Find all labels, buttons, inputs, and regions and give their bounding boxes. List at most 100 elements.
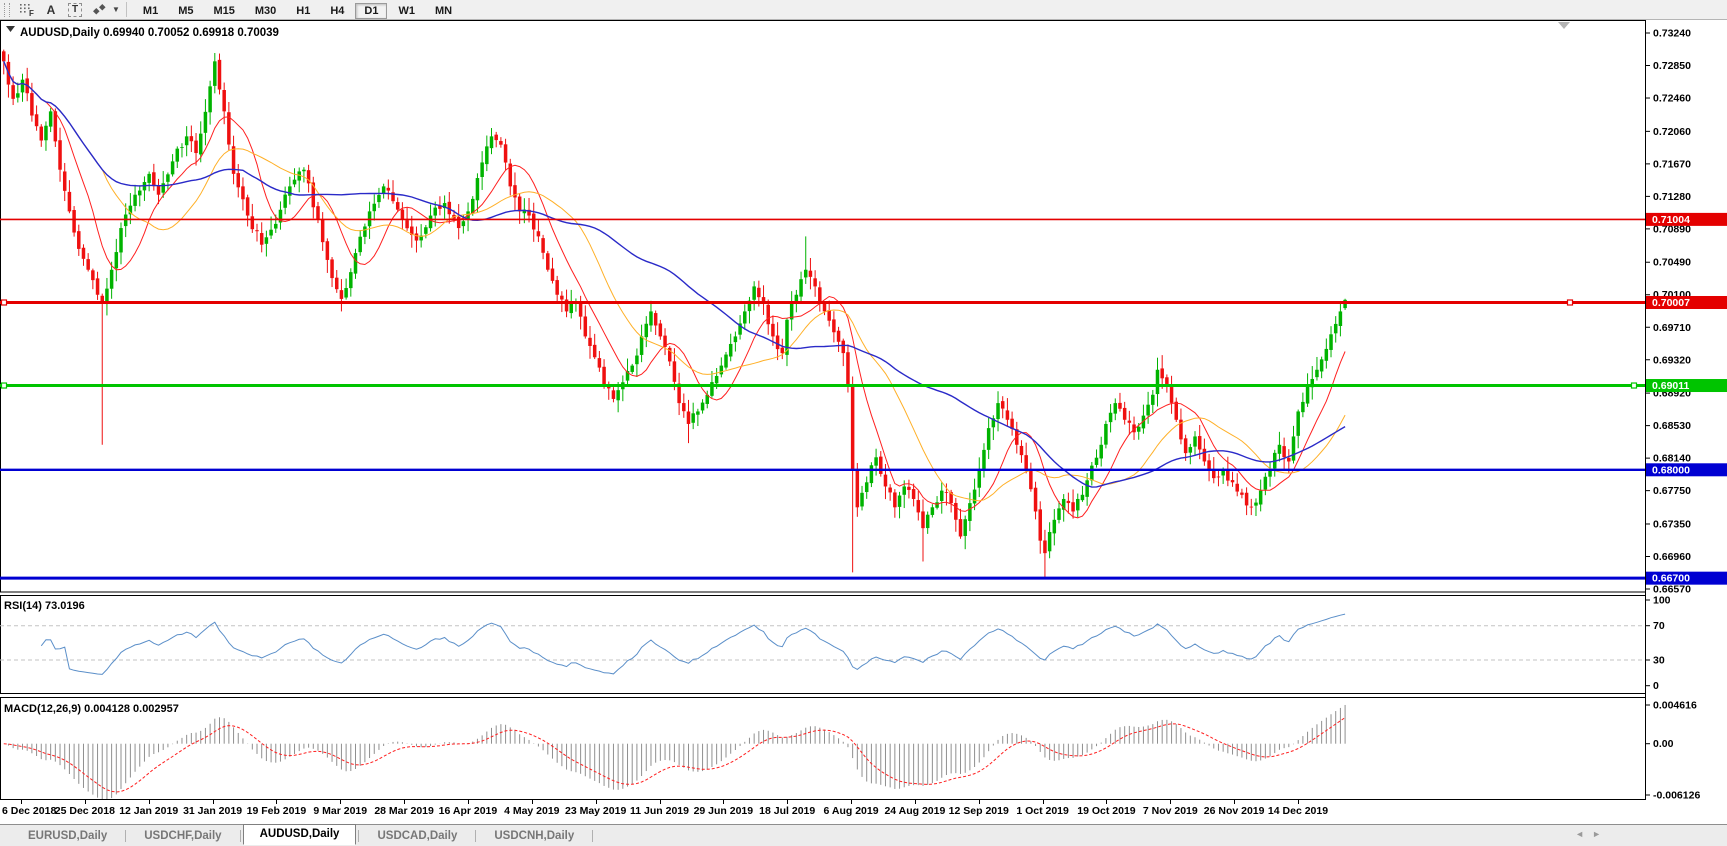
top-toolbar: F A T ▼ M1 M5 M15 M30 H1 H4 D1 W1 MN	[0, 0, 1727, 20]
date-label: 14 Dec 2019	[1267, 805, 1329, 817]
date-tick	[404, 800, 406, 804]
tab-scrollers: ◄►	[1575, 829, 1609, 839]
svg-text:0.69710: 0.69710	[1653, 322, 1691, 334]
date-label: 18 Jul 2019	[759, 805, 816, 817]
date-tick	[1042, 800, 1044, 804]
svg-text:0.68140: 0.68140	[1653, 453, 1691, 465]
svg-text:0.70007: 0.70007	[1652, 297, 1690, 309]
tab-separator	[592, 829, 594, 842]
toolbar-separator	[125, 2, 127, 17]
rsi-panel	[0, 595, 1646, 694]
date-tick	[531, 800, 533, 804]
hline-anchor	[0, 299, 8, 306]
date-label: 19 Feb 2019	[246, 805, 307, 817]
svg-text:0.69320: 0.69320	[1653, 354, 1691, 366]
rsi-label: RSI(14) 73.0196	[4, 600, 85, 612]
timeframe-button-m30[interactable]: M30	[246, 3, 285, 19]
svg-text:0.72460: 0.72460	[1653, 93, 1691, 105]
ma-10-line	[3, 61, 1346, 519]
date-tick	[212, 800, 214, 804]
date-tick	[84, 800, 86, 804]
date-tick	[851, 800, 853, 804]
svg-text:0.72060: 0.72060	[1653, 126, 1691, 138]
date-label: 24 Aug 2019	[884, 805, 946, 817]
svg-text:0.004616: 0.004616	[1653, 700, 1697, 712]
text-label-tool-icon[interactable]: T	[65, 1, 85, 18]
symbol-tab-audusd[interactable]: AUDUSD,Daily	[242, 824, 357, 845]
date-label: 31 Jan 2019	[183, 805, 243, 817]
macd-panel	[0, 697, 1646, 800]
svg-text:0.66960: 0.66960	[1653, 551, 1691, 563]
tab-separator	[239, 829, 241, 842]
date-label: 12 Sep 2019	[948, 805, 1009, 817]
tab-separator	[125, 829, 127, 842]
date-label: 16 Apr 2019	[438, 805, 498, 817]
svg-text:-0.006126: -0.006126	[1653, 790, 1700, 801]
date-label: 29 Jun 2019	[693, 805, 754, 817]
svg-text:0.66700: 0.66700	[1652, 573, 1690, 585]
symbol-tab-usdcnh[interactable]: USDCNH,Daily	[494, 829, 575, 842]
timeframe-button-d1[interactable]: D1	[355, 2, 388, 19]
date-tick	[276, 800, 278, 804]
svg-text:0.67750: 0.67750	[1653, 485, 1691, 497]
symbol-tab-eurusd[interactable]: EURUSD,Daily	[28, 829, 108, 842]
timeframe-button-h1[interactable]: H1	[287, 3, 319, 19]
rsi-indicator: 100 70 30 0	[0, 595, 1671, 692]
date-label: 23 May 2019	[564, 805, 627, 817]
price-tag	[1646, 379, 1727, 393]
cursor-tool-icon[interactable]	[89, 1, 109, 18]
timeframe-button-w1[interactable]: W1	[389, 3, 424, 19]
cursor-tool-glyph	[92, 3, 106, 15]
chart-menu-triangle-icon[interactable]	[6, 26, 15, 32]
symbol-tab-usdcad[interactable]: USDCAD,Daily	[377, 829, 458, 842]
svg-text:0.68530: 0.68530	[1653, 420, 1691, 432]
cursor-tool-dropdown-caret[interactable]: ▼	[112, 5, 120, 14]
date-tick	[914, 800, 916, 804]
svg-text:0.67350: 0.67350	[1653, 518, 1691, 530]
date-tick	[978, 800, 980, 804]
svg-text:0.71280: 0.71280	[1653, 191, 1691, 203]
macd-label: MACD(12,26,9) 0.004128 0.002957	[4, 703, 179, 715]
date-label: 11 Jun 2019	[630, 805, 689, 817]
grid-periods-glyph: F	[20, 3, 34, 17]
svg-text:0.73240: 0.73240	[1653, 28, 1691, 40]
svg-text:70: 70	[1653, 620, 1665, 632]
timeframe-button-m1[interactable]: M1	[134, 3, 167, 19]
svg-text:0.72850: 0.72850	[1653, 60, 1691, 72]
scroll-right-icon[interactable]: ►	[1592, 829, 1609, 839]
price-tag	[1646, 463, 1727, 477]
timeframe-buttons: M1 M5 M15 M30 H1 H4 D1 W1 MN	[133, 1, 462, 19]
svg-text:30: 30	[1653, 654, 1665, 666]
timeframe-button-m5[interactable]: M5	[169, 3, 202, 19]
timeframe-button-h4[interactable]: H4	[321, 3, 353, 19]
symbol-tab-usdchf[interactable]: USDCHF,Daily	[144, 829, 222, 842]
date-label: 25 Dec 2018	[54, 805, 115, 817]
text-label-glyph: T	[67, 2, 83, 17]
timeframe-button-mn[interactable]: MN	[426, 3, 461, 19]
date-tick	[723, 800, 725, 804]
chart-canvas[interactable]: 0.73240 0.72850 0.72460 0.72060 0.71670 0.712…	[0, 20, 1727, 800]
date-tick	[1170, 800, 1172, 804]
price-tag	[1646, 212, 1727, 226]
svg-text:0.70490: 0.70490	[1653, 257, 1691, 269]
chart-shift-marker-icon	[1558, 22, 1570, 29]
grid-periods-icon[interactable]: F	[17, 1, 37, 18]
date-tick	[1106, 800, 1108, 804]
timeframe-button-m15[interactable]: M15	[204, 3, 243, 19]
price-axis-ticks: 0.73240 0.72850 0.72460 0.72060 0.71670 0.712…	[1646, 28, 1691, 596]
hline-objects: 0.71004 0.70007 0.69011 0.68000 0.66700	[0, 212, 1727, 585]
toolbar-drag-handle[interactable]	[4, 2, 10, 17]
date-tick	[659, 800, 661, 804]
date-axis[interactable]: 6 Dec 2018 25 Dec 2018 12 Jan 2019 31 Jan 2…	[0, 800, 1727, 824]
svg-text:0.71670: 0.71670	[1653, 158, 1691, 170]
date-tick	[467, 800, 469, 804]
scroll-left-icon[interactable]: ◄	[1575, 829, 1593, 839]
date-tick	[148, 800, 150, 804]
svg-text:0.71004: 0.71004	[1652, 214, 1690, 226]
font-tool-icon[interactable]: A	[46, 2, 56, 17]
date-label: 28 Mar 2019	[374, 805, 434, 817]
date-label: 4 May 2019	[504, 805, 560, 817]
symbol-tab-bar: EURUSD,Daily USDCHF,Daily AUDUSD,Daily USDC…	[0, 824, 1727, 846]
svg-text:0.66570: 0.66570	[1653, 584, 1691, 596]
ma-52-line	[3, 61, 1346, 488]
